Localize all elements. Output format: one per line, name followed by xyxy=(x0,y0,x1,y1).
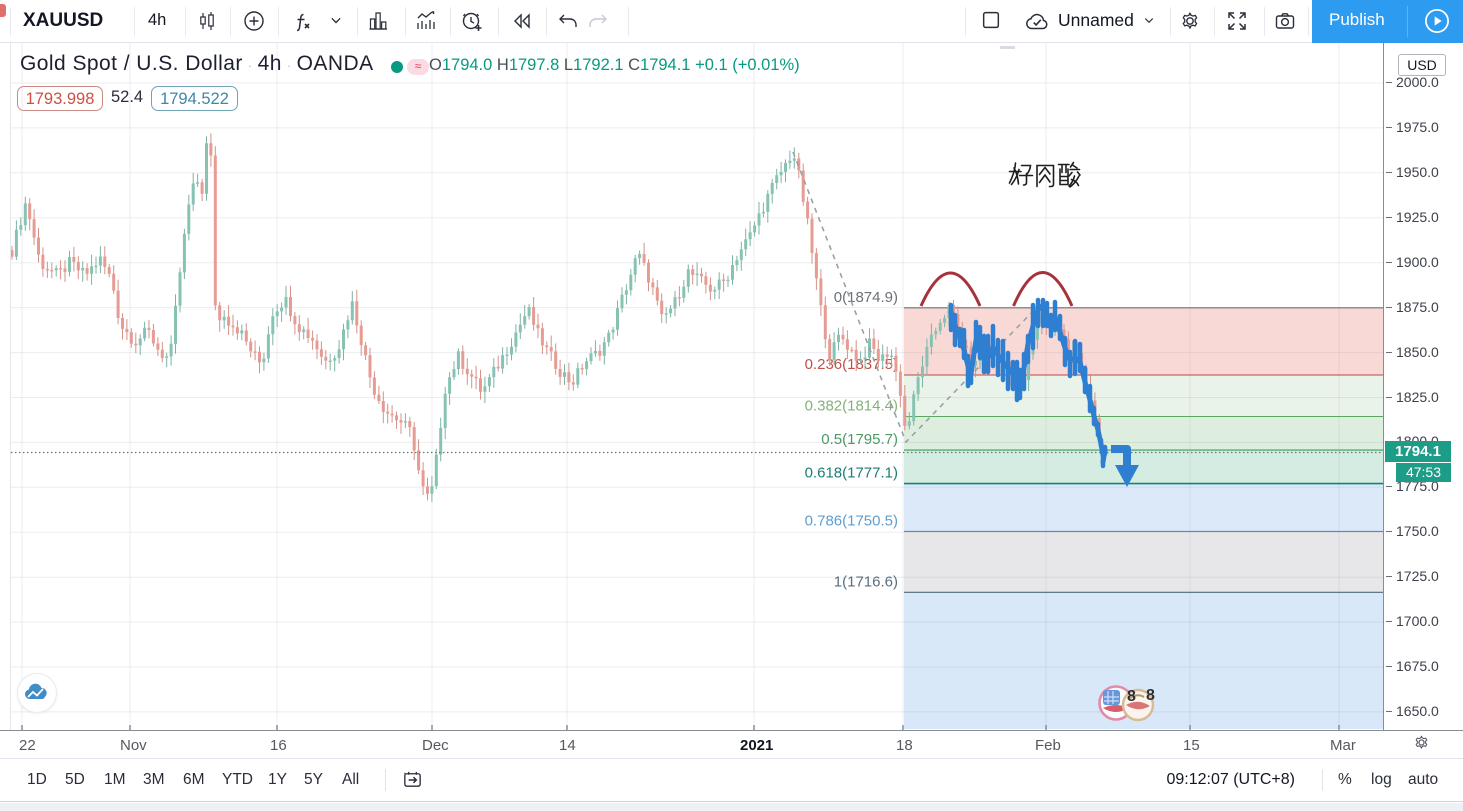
svg-text:0(1874.9): 0(1874.9) xyxy=(834,289,898,306)
svg-text:1(1716.6): 1(1716.6) xyxy=(834,573,898,590)
svg-text:0.618(1777.1): 0.618(1777.1) xyxy=(805,465,898,482)
svg-text:8: 8 xyxy=(1127,688,1136,705)
svg-text:0.5(1795.7): 0.5(1795.7) xyxy=(821,431,898,448)
svg-text:0.786(1750.5): 0.786(1750.5) xyxy=(805,512,898,529)
svg-text:0.382(1814.4): 0.382(1814.4) xyxy=(805,398,898,415)
svg-text:8: 8 xyxy=(1146,687,1155,704)
